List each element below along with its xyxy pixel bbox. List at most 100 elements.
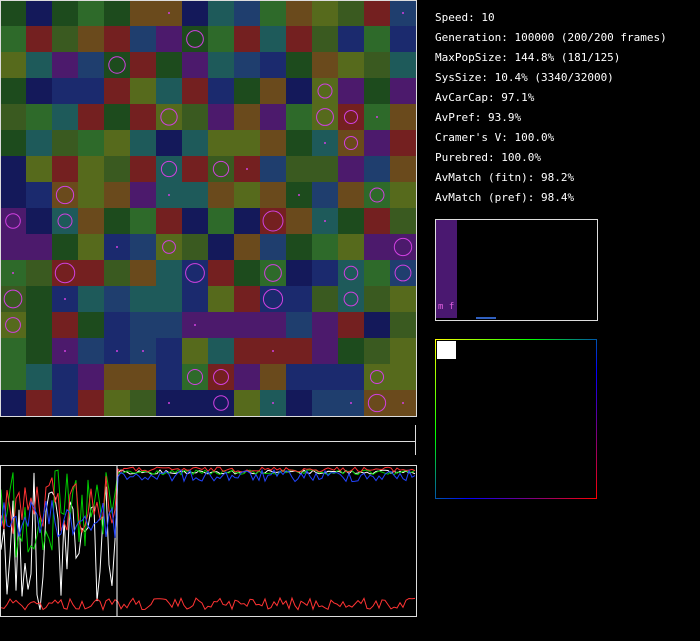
grid-cell (234, 364, 260, 390)
stats-panel: Speed: 10 Generation: 100000 (200/200 fra… (435, 11, 667, 204)
grid-cell (234, 338, 260, 364)
grid-cell (338, 0, 364, 26)
organism (12, 272, 14, 274)
grid-cell (26, 364, 52, 390)
grid-cell (182, 0, 208, 26)
plot-line (0, 469, 416, 558)
organism (376, 116, 378, 118)
grid-cell (364, 52, 390, 78)
grid-cell (338, 130, 364, 156)
grid-cell (260, 78, 286, 104)
grid-cell (286, 130, 312, 156)
organism (343, 291, 359, 307)
grid-cell (260, 364, 286, 390)
organism (324, 142, 326, 144)
grid-cell (338, 104, 364, 130)
organism (272, 350, 274, 352)
grid-cell (390, 78, 416, 104)
grid-cell (104, 26, 130, 52)
grid-cell (26, 130, 52, 156)
grid-cell (156, 130, 182, 156)
grid-cell (130, 234, 156, 260)
preference-box (435, 339, 597, 499)
grid-cell (364, 338, 390, 364)
grid-cell (286, 234, 312, 260)
histogram-box (435, 219, 598, 321)
grid-cell (260, 182, 286, 208)
organism (185, 263, 205, 283)
grid-cell (26, 208, 52, 234)
grid-cell (338, 338, 364, 364)
grid-cell (208, 234, 234, 260)
grid-cell (130, 390, 156, 416)
grid-cell (156, 286, 182, 312)
grid-cell (0, 104, 26, 130)
organism (264, 264, 282, 282)
grid-cell (286, 0, 312, 26)
grid-cell (104, 182, 130, 208)
plot-border (0, 465, 417, 617)
grid-cell (260, 26, 286, 52)
grid-cell (312, 156, 338, 182)
grid-cell (78, 338, 104, 364)
organism (317, 83, 333, 99)
grid-cell (364, 286, 390, 312)
grid-cell (234, 234, 260, 260)
grid-border (0, 0, 417, 417)
grid-cell (182, 104, 208, 130)
grid-cell (338, 78, 364, 104)
grid-cell (338, 52, 364, 78)
grid-cell (286, 104, 312, 130)
organism (298, 194, 300, 196)
grid-cell (312, 78, 338, 104)
grid-cell (234, 130, 260, 156)
grid-cell (208, 156, 234, 182)
grid-cell (130, 78, 156, 104)
grid-cell (26, 156, 52, 182)
grid-cell (52, 312, 78, 338)
grid-cell (104, 260, 130, 286)
grid-cell (234, 286, 260, 312)
organism (324, 220, 326, 222)
grid-cell (208, 312, 234, 338)
grid-cell (78, 364, 104, 390)
grid-cell (390, 338, 416, 364)
organism (369, 369, 385, 385)
grid-cell (286, 156, 312, 182)
grid-cell (52, 364, 78, 390)
grid-cell (104, 104, 130, 130)
grid-cell (208, 130, 234, 156)
grid-cell (390, 364, 416, 390)
grid-cell (78, 78, 104, 104)
grid-cell (130, 312, 156, 338)
grid-cell (208, 52, 234, 78)
organism (168, 402, 170, 404)
grid-cell (130, 0, 156, 26)
grid-cell (0, 130, 26, 156)
grid-cell (26, 52, 52, 78)
grid-cell (26, 26, 52, 52)
grid-cell (130, 26, 156, 52)
grid-cell (130, 364, 156, 390)
grid-cell (156, 364, 182, 390)
grid-cell (286, 52, 312, 78)
grid-cell (156, 260, 182, 286)
grid-cell (52, 390, 78, 416)
grid-cell (390, 208, 416, 234)
organism (64, 298, 66, 300)
grid-cell (52, 104, 78, 130)
grid-cell (312, 338, 338, 364)
grid-cell (156, 52, 182, 78)
grid-cell (0, 26, 26, 52)
grid-cell (182, 156, 208, 182)
organism (142, 350, 144, 352)
organism (213, 369, 229, 385)
preference-cell (437, 341, 456, 359)
grid-cell (338, 260, 364, 286)
organism (343, 265, 359, 281)
grid-cell (234, 312, 260, 338)
grid-cell (286, 312, 312, 338)
grid-cell (364, 208, 390, 234)
grid-cell (260, 0, 286, 26)
